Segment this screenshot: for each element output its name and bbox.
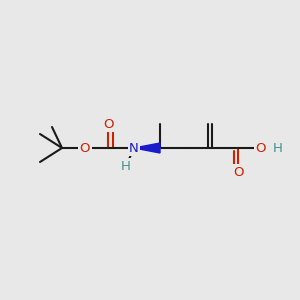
Text: O: O <box>80 142 90 154</box>
Text: O: O <box>233 166 243 178</box>
Polygon shape <box>134 143 160 153</box>
Text: O: O <box>103 118 113 130</box>
Text: H: H <box>273 142 283 154</box>
Text: O: O <box>256 142 266 154</box>
Text: H: H <box>121 160 131 172</box>
Text: N: N <box>129 142 139 154</box>
